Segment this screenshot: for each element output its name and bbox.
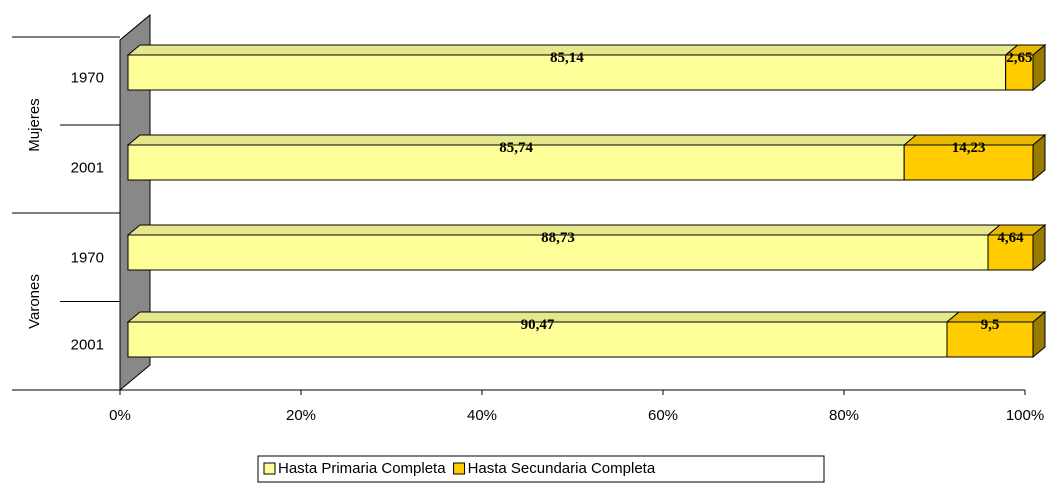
data-label: 85,74 (499, 140, 533, 156)
legend-label: Hasta Primaria Completa (278, 460, 446, 477)
y-tick-label: 2001 (71, 159, 104, 176)
x-tick-label: 80% (829, 407, 859, 424)
data-label: 2,65 (1006, 50, 1032, 66)
x-tick-label: 0% (109, 407, 131, 424)
bar-front (1005, 54, 1034, 91)
bar-segment (1004, 43, 1047, 92)
legend-box (257, 455, 825, 483)
data-label: 90,47 (521, 317, 555, 333)
legend-label: Hasta Secundaria Completa (468, 460, 656, 477)
bar-segment (986, 223, 1047, 272)
data-label: 9,5 (981, 317, 1000, 333)
data-label: 85,14 (550, 50, 584, 66)
bar-segment (126, 44, 1020, 91)
wall (119, 13, 151, 392)
x-tick-label: 20% (286, 407, 316, 424)
bar-segment (126, 134, 918, 181)
group-label: Mujeres (26, 98, 43, 151)
x-tick-label: 40% (467, 407, 497, 424)
x-tick-label: 100% (1006, 407, 1044, 424)
bar-segment (126, 311, 961, 358)
bar-front (903, 144, 1034, 181)
y-tick-label: 1970 (71, 249, 104, 266)
data-label: 14,23 (952, 140, 986, 156)
bar-segment (902, 133, 1047, 182)
y-tick-label: 2001 (71, 336, 104, 353)
legend-swatch (453, 462, 466, 475)
bar-segment (945, 310, 1047, 359)
y-tick-label: 1970 (71, 69, 104, 86)
legend-swatch (263, 462, 276, 475)
data-label: 4,64 (997, 230, 1024, 246)
x-tick-label: 60% (648, 407, 678, 424)
bar-front (946, 321, 1034, 358)
group-label: Varones (26, 274, 43, 329)
data-label: 88,73 (541, 230, 575, 246)
bar-front (987, 234, 1034, 271)
